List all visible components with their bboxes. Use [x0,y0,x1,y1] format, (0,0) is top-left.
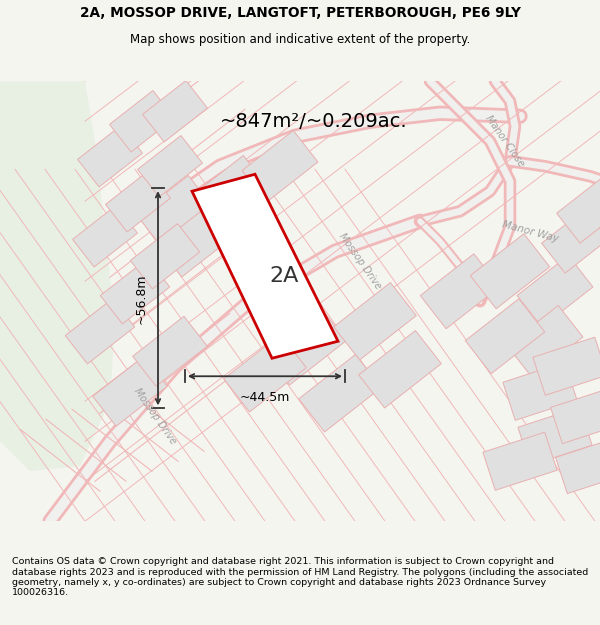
Polygon shape [65,299,135,364]
Polygon shape [192,156,268,227]
Polygon shape [92,356,167,426]
Polygon shape [551,389,600,444]
Text: Contains OS data © Crown copyright and database right 2021. This information is : Contains OS data © Crown copyright and d… [12,557,588,598]
Polygon shape [556,439,600,494]
Polygon shape [73,206,137,267]
Polygon shape [242,131,318,202]
Text: Manor Close: Manor Close [484,114,526,169]
Polygon shape [517,256,593,327]
Polygon shape [224,334,306,412]
Polygon shape [133,316,208,386]
Polygon shape [106,171,170,232]
Polygon shape [130,224,200,289]
Polygon shape [157,206,233,277]
Polygon shape [420,254,500,329]
Text: 2A, MOSSOP DRIVE, LANGTOFT, PETERBOROUGH, PE6 9LY: 2A, MOSSOP DRIVE, LANGTOFT, PETERBOROUGH… [80,6,520,20]
Text: ~44.5m: ~44.5m [240,391,290,404]
Text: Manor Way: Manor Way [500,219,559,244]
Polygon shape [359,331,441,408]
Polygon shape [557,179,600,243]
Text: ~56.8m: ~56.8m [135,273,148,324]
Polygon shape [137,136,202,197]
Polygon shape [143,81,208,142]
Polygon shape [0,81,115,471]
Polygon shape [192,174,338,358]
Polygon shape [137,176,213,247]
Polygon shape [518,407,592,466]
Polygon shape [465,299,545,374]
Polygon shape [299,354,381,432]
Text: Map shows position and indicative extent of the property.: Map shows position and indicative extent… [130,34,470,46]
Polygon shape [483,432,557,491]
Polygon shape [470,234,550,309]
Polygon shape [264,308,346,385]
Polygon shape [77,126,142,187]
Polygon shape [100,259,170,324]
Text: Mossop Drive: Mossop Drive [132,386,178,446]
Polygon shape [110,91,175,152]
Polygon shape [507,306,583,377]
Polygon shape [503,362,577,421]
Text: 2A: 2A [269,266,299,286]
Text: ~847m²/~0.209ac.: ~847m²/~0.209ac. [220,112,407,131]
Polygon shape [542,209,600,273]
Polygon shape [334,282,416,360]
Text: Mossop Drive: Mossop Drive [337,231,383,291]
Polygon shape [533,337,600,396]
